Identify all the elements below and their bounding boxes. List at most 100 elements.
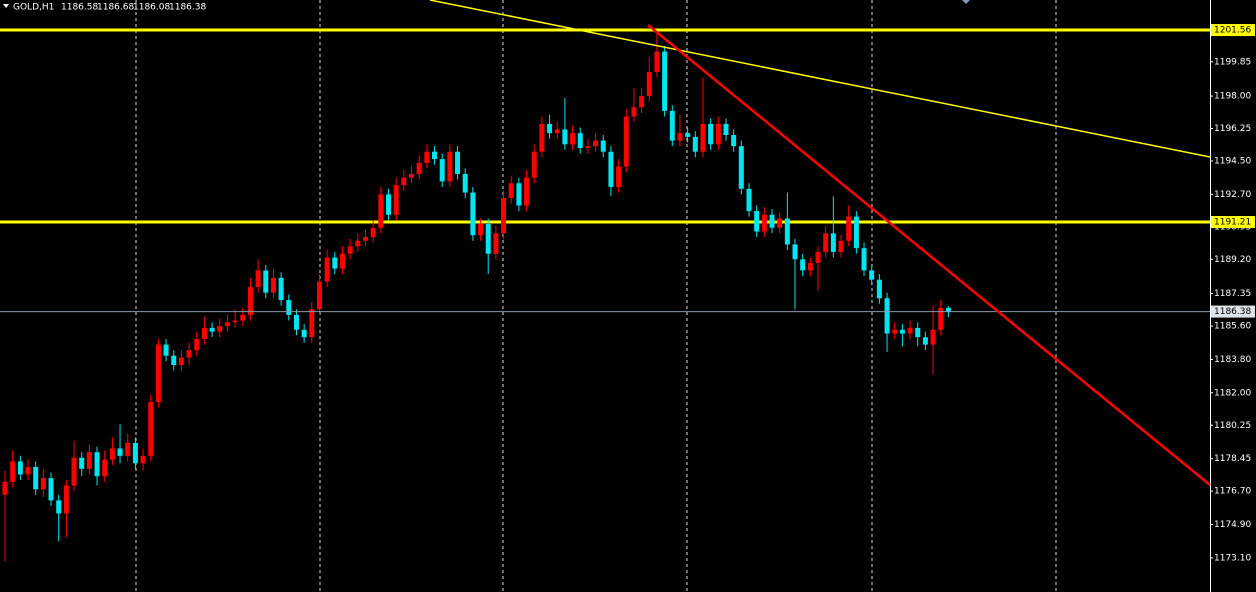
- y-tick-label: 1196.25: [1214, 124, 1251, 134]
- candle-body: [263, 270, 269, 293]
- header-arrow: [3, 4, 9, 8]
- candle-body: [94, 452, 100, 477]
- candle-body: [800, 259, 806, 271]
- candle-body: [907, 327, 913, 334]
- y-tick-label: 1183.80: [1214, 355, 1251, 365]
- candle-body: [470, 192, 476, 236]
- current-price-label: 1186.38: [1214, 307, 1251, 317]
- candle-body: [846, 216, 852, 241]
- candle-body: [815, 251, 821, 263]
- candle-body: [570, 133, 576, 145]
- candle-body: [524, 177, 530, 206]
- candle-body: [401, 177, 407, 186]
- candle-body: [125, 442, 131, 456]
- candle-body: [930, 329, 936, 345]
- candle-body: [71, 457, 77, 486]
- candle-body: [746, 188, 752, 212]
- price-label-box: [1211, 216, 1255, 228]
- candle-body: [792, 244, 798, 260]
- candle-body: [708, 123, 714, 145]
- candle-body: [79, 457, 85, 469]
- candle-body: [631, 107, 637, 117]
- candle-body: [945, 307, 951, 312]
- header-close: 1186.38: [169, 3, 206, 13]
- candle-body: [140, 455, 146, 464]
- candle-body: [48, 478, 54, 501]
- candle-body: [247, 287, 253, 315]
- candle-body: [293, 314, 299, 330]
- plot: [0, 28, 1210, 562]
- y-tick-label: 1185.60: [1214, 322, 1251, 332]
- candle-body: [455, 151, 461, 174]
- candle-body: [562, 129, 568, 145]
- candle-body: [646, 71, 652, 97]
- candle-body: [439, 159, 445, 182]
- y-tick-label: 1182.00: [1214, 388, 1251, 398]
- candle-body: [255, 270, 261, 288]
- candle-body: [754, 211, 760, 232]
- candle-body: [209, 327, 215, 332]
- candle-body: [148, 402, 154, 456]
- marker: [962, 0, 970, 4]
- price-label: 1201.56: [1214, 26, 1251, 36]
- candle-body: [171, 355, 177, 365]
- y-tick-label: 1194.50: [1214, 156, 1251, 166]
- candle-body: [324, 257, 330, 282]
- candle-body: [33, 466, 39, 490]
- candle-body: [86, 452, 92, 469]
- candle-body: [332, 257, 338, 269]
- candle-body: [155, 344, 161, 403]
- candle-body: [899, 329, 905, 334]
- candle-body: [409, 173, 415, 178]
- candle-body: [654, 51, 660, 72]
- candle-body: [715, 123, 721, 145]
- period-separators: [135, 0, 1057, 592]
- candle-body: [700, 123, 706, 152]
- candle-body: [194, 339, 200, 351]
- candle-body: [362, 237, 368, 241]
- candle-body: [378, 194, 384, 228]
- y-tick-label: 1192.70: [1214, 190, 1251, 200]
- y-tick-label: 1173.10: [1214, 553, 1251, 563]
- y-tick-label: 1176.70: [1214, 487, 1251, 497]
- candle-body: [539, 123, 545, 152]
- candle-body: [685, 133, 691, 137]
- candle-body: [738, 146, 744, 189]
- candle-body: [623, 116, 629, 167]
- candle-body: [892, 329, 898, 334]
- candle-body: [769, 214, 775, 228]
- candle-body: [915, 327, 921, 338]
- y-tick-label: 1187.35: [1214, 289, 1251, 299]
- candle-body: [692, 136, 698, 152]
- candle-body: [616, 166, 622, 187]
- candle-body: [102, 459, 108, 477]
- candle-body: [424, 151, 430, 163]
- candle-body: [876, 279, 882, 299]
- candle-body: [516, 183, 522, 206]
- candle-body: [462, 173, 468, 193]
- candle-body: [807, 262, 813, 271]
- header-high: 1186.68: [97, 3, 134, 13]
- candle-body: [309, 309, 315, 338]
- candle-body: [478, 224, 484, 236]
- y-tick-label: 1198.00: [1214, 92, 1251, 102]
- candle-body: [447, 151, 453, 182]
- candle-body: [178, 357, 184, 365]
- y-tick-label: 1174.90: [1214, 520, 1251, 530]
- candle-body: [577, 133, 583, 148]
- y-tick-label: 1180.25: [1214, 421, 1251, 431]
- candle-body: [2, 481, 8, 495]
- candle-body: [662, 51, 668, 111]
- candle-body: [201, 327, 207, 340]
- candle-body: [853, 216, 859, 249]
- candle-body: [316, 281, 322, 310]
- candle-body: [217, 326, 223, 332]
- y-tick-label: 1178.45: [1214, 454, 1251, 464]
- candle-body: [232, 320, 238, 323]
- candle-body: [485, 224, 491, 254]
- candle-body: [600, 140, 606, 152]
- candle-body: [416, 162, 422, 174]
- candle-body: [63, 485, 69, 514]
